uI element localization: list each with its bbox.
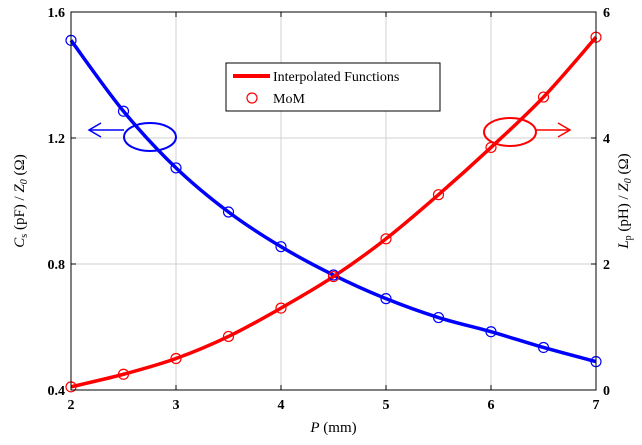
lp-mom-point bbox=[275, 302, 287, 314]
x-tick-label: 4 bbox=[278, 398, 285, 413]
lp-mom-point bbox=[170, 352, 182, 365]
y-right-tick-label: 0 bbox=[603, 384, 610, 399]
cs-mom-point bbox=[170, 162, 182, 174]
curves bbox=[69, 36, 598, 389]
left-axis-arrow-head bbox=[87, 122, 102, 138]
lp-mom-point bbox=[327, 271, 340, 283]
legend: Interpolated Functions MoM bbox=[225, 62, 441, 112]
lp-curve bbox=[70, 36, 598, 389]
plot-frame bbox=[70, 11, 597, 391]
cs-mom-point bbox=[117, 105, 130, 117]
legend-entry-interpolated: Interpolated Functions bbox=[273, 70, 399, 85]
cs-mom-point bbox=[380, 293, 392, 305]
tick-labels: 2 3 4 5 6 7 0.4 0.8 1.2 1.6 0 2 4 6 bbox=[48, 6, 611, 413]
cs-mom-point bbox=[222, 206, 235, 218]
lp-mom-point bbox=[432, 189, 445, 201]
legend-entry-mom: MoM bbox=[273, 92, 305, 107]
y-right-tick-label: 4 bbox=[603, 132, 610, 147]
y-left-tick-label: 0.4 bbox=[48, 384, 66, 399]
cs-curve bbox=[69, 39, 597, 364]
y-left-tick-label: 0.8 bbox=[48, 258, 66, 273]
lp-mom-point bbox=[222, 330, 235, 343]
left-axis-ellipse bbox=[123, 122, 177, 152]
legend-marker-swatch bbox=[246, 92, 258, 104]
y-right-tick-label: 2 bbox=[603, 258, 610, 273]
y-left-tick-label: 1.2 bbox=[48, 132, 66, 147]
cs-mom-point bbox=[485, 326, 497, 338]
x-tick-label: 6 bbox=[488, 398, 495, 413]
right-axis-ellipse bbox=[483, 117, 537, 147]
legend-box bbox=[225, 62, 441, 112]
x-axis-label: P (mm) bbox=[309, 420, 356, 436]
cs-mom-point bbox=[432, 311, 445, 324]
cs-mom-point bbox=[275, 241, 287, 253]
lp-mom-point bbox=[380, 233, 392, 245]
x-tick-label: 2 bbox=[68, 398, 75, 413]
lp-mom-point bbox=[117, 368, 130, 380]
lp-mom-point bbox=[537, 91, 550, 103]
x-tick-label: 7 bbox=[593, 398, 600, 413]
right-axis-arrow-head bbox=[557, 122, 572, 138]
y-left-tick-label: 1.6 bbox=[48, 6, 66, 21]
y-axis-right-label: Lp (pH) / Z0 (Ω) bbox=[616, 153, 634, 249]
x-tick-label: 3 bbox=[173, 398, 180, 413]
x-tick-label: 5 bbox=[383, 398, 390, 413]
axis-indicators bbox=[87, 117, 572, 152]
y-right-tick-label: 6 bbox=[603, 6, 610, 21]
cs-mom-point bbox=[537, 341, 550, 354]
y-axis-left-label: Cs (pF) / Z0 (Ω) bbox=[12, 154, 30, 247]
